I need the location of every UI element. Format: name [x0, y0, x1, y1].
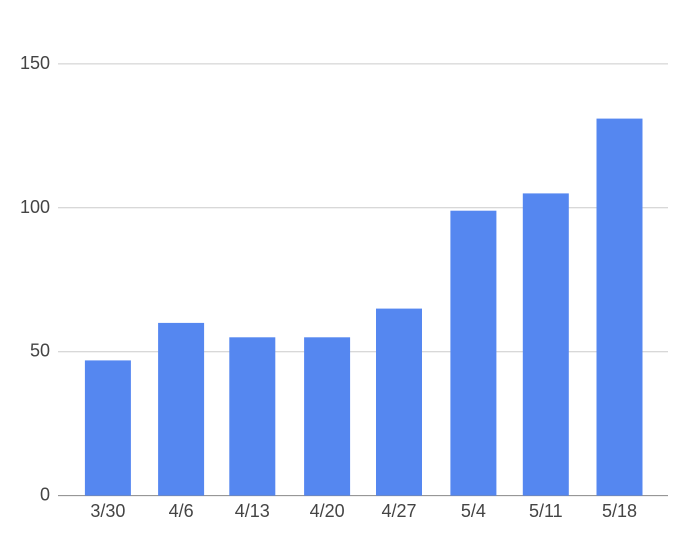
- svg-text:4/6: 4/6: [169, 501, 194, 521]
- svg-text:4/13: 4/13: [235, 501, 270, 521]
- svg-text:3/30: 3/30: [90, 501, 125, 521]
- svg-text:100: 100: [20, 197, 50, 217]
- svg-text:5/4: 5/4: [461, 501, 486, 521]
- svg-text:4/27: 4/27: [381, 501, 416, 521]
- svg-text:0: 0: [40, 485, 50, 505]
- svg-text:5/11: 5/11: [529, 501, 563, 521]
- svg-text:50: 50: [30, 341, 50, 361]
- svg-text:150: 150: [20, 53, 50, 73]
- svg-text:5/18: 5/18: [602, 501, 637, 521]
- svg-text:4/20: 4/20: [310, 501, 345, 521]
